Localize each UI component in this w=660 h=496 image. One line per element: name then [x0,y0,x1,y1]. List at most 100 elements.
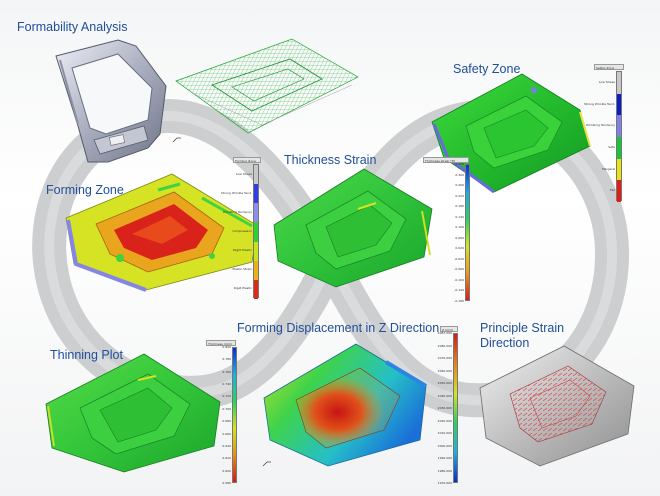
principle-strain-title: Principle Strain Direction [480,321,564,351]
legend-tick-label: 0.620 [222,456,231,461]
legend-header: Z (mm) [440,326,458,332]
legend-tick-label: 1980.000 [437,468,452,473]
legend-swatch [254,165,258,185]
legend-tick-label: 0.760 [222,369,231,374]
displacement-z-panel-image [263,343,428,467]
legend-swatch [254,184,258,204]
displacement-z-title: Forming Displacement in Z Direction [237,321,440,335]
legend-tick-label: 0.600 [222,468,231,473]
legend-swatch [617,93,621,116]
legend-swatch [617,137,621,159]
legend-header: Safety Zone [594,64,624,70]
legend-tick-label: 0.140 [455,214,464,219]
axis-triad-icon [262,461,271,467]
legend-tick-label: Plastic Strain [232,267,252,272]
legend-tick-label: -0.060 [454,267,464,272]
legend-swatch [254,260,258,280]
principle-strain-title-line1: Principle Strain [480,321,565,335]
legend-tick-label: Wrinkling Tendency [222,209,252,214]
safety-zone-legend: Safety Zone Low Stress Strong Wrinkle Ten… [584,64,624,204]
legend-color-bar [616,71,622,202]
legend-tick-label: Low Stress [598,79,615,84]
legend-tick-label: Strong Wrinkle Tend. [221,190,252,195]
legend-tick-label: Wrinkling Tendency [585,123,615,128]
tailgate-part-image [55,39,167,163]
legend-tick-label: -0.100 [454,277,464,282]
legend-tick-label: Low Stress [235,171,252,176]
legend-tick-label: Compression [232,229,252,233]
legend-tick-label: 0.300 [455,172,464,177]
displacement-z-legend: Z (mm) 2087.000 2080.000 2070.000 2060.000 2… [420,326,460,485]
legend-tick-label: 0.740 [222,382,231,387]
legend-tick-label: 0.800 [222,345,231,349]
legend-tick-label: 2060.000 [437,368,452,373]
legend-tick-label: 0.580 [222,481,231,485]
legend-tick-label: 2030.000 [437,406,452,410]
legend-tick-label: 0.100 [455,225,464,230]
legend-tick-label: 0.780 [222,357,231,362]
forming-zone-title: Forming Zone [46,183,124,197]
legend-tick-label: 0.020 [455,246,464,251]
legend-swatch [617,158,621,181]
legend-swatch [617,115,621,137]
wireframe-blank-image [175,38,359,134]
legend-tick-label: 1990.000 [437,456,452,460]
legend-swatch [617,180,621,202]
legend-swatch [254,222,258,242]
legend-tick-label: 2000.000 [437,443,452,448]
thickness-strain-panel-image [273,168,433,288]
legend-tick-label: 0.720 [222,394,231,399]
forming-zone-panel-image [65,173,259,292]
legend-tick-label: 0.060 [455,235,464,240]
legend-tick-label: Strong Wrinkle Tend. [584,101,615,106]
legend-tick-label: 2050.000 [437,381,452,385]
legend-tick-label: 0.180 [455,204,464,209]
legend-color-bar [232,347,237,483]
legend-tick-label: 0.340 [455,162,464,166]
legend-tick-label: 0.680 [222,419,231,424]
legend-header: Thickness strain (Tr) [423,157,469,163]
thinning-legend: Thickness (mm) 0.800 0.780 0.760 0.740 0.720… [206,340,238,485]
legend-tick-label: 0.660 [222,431,231,436]
legend-tick-label: 1970.000 [437,481,452,485]
legend-tick-label: -0.140 [454,288,464,293]
principle-strain-panel-image [479,345,635,467]
legend-tick-label: Marginal [602,166,615,171]
legend-color-bar [465,164,470,301]
safety-zone-title: Safety Zone [453,62,521,76]
legend-tick-label: 2080.000 [437,343,452,348]
formability-analysis-title: Formability Analysis [17,20,128,34]
safety-zone-panel-image [431,73,591,194]
thickness-strain-title: Thickness Strain [284,153,377,167]
legend-tick-label: 2040.000 [437,393,452,398]
legend-tick-label: Fail [610,188,615,193]
legend-tick-label: Slight Plastic [232,248,252,253]
legend-tick-label: 0.260 [455,183,464,188]
legend-tick-label: -0.180 [454,299,464,303]
forming-zone-legend: Forming Zone Low Stress Strong Wrinkle Te… [221,157,261,299]
axis-triad-icon [172,137,181,143]
principle-strain-title-line2: Direction [480,336,530,350]
legend-tick-label: Rigid Plastic [233,286,252,291]
legend-tick-label: 0.220 [455,193,464,198]
legend-swatch [617,72,621,94]
legend-tick-label: 2020.000 [437,418,452,423]
legend-tick-label: 2087.000 [437,331,452,335]
legend-tick-label: Safe [608,144,615,149]
legend-tick-label: 2010.000 [437,431,452,435]
legend-color-bar [453,333,458,483]
thinning-plot-panel-image [45,353,221,473]
legend-tick-label: 2070.000 [437,356,452,360]
legend-swatch [254,279,258,299]
thinning-plot-title: Thinning Plot [50,348,123,362]
legend-color-bar [253,164,259,299]
legend-tick-label: 0.700 [222,406,231,411]
legend-tick-label: 0.640 [222,443,231,448]
legend-swatch [254,241,258,261]
legend-swatch [254,203,258,223]
legend-header: Forming Zone [233,157,261,163]
thickness-strain-legend: Thickness strain (Tr) 0.340 0.300 0.260 0.2… [423,157,473,303]
legend-tick-label: -0.020 [454,256,464,261]
legend-header: Thickness (mm) [206,340,236,346]
